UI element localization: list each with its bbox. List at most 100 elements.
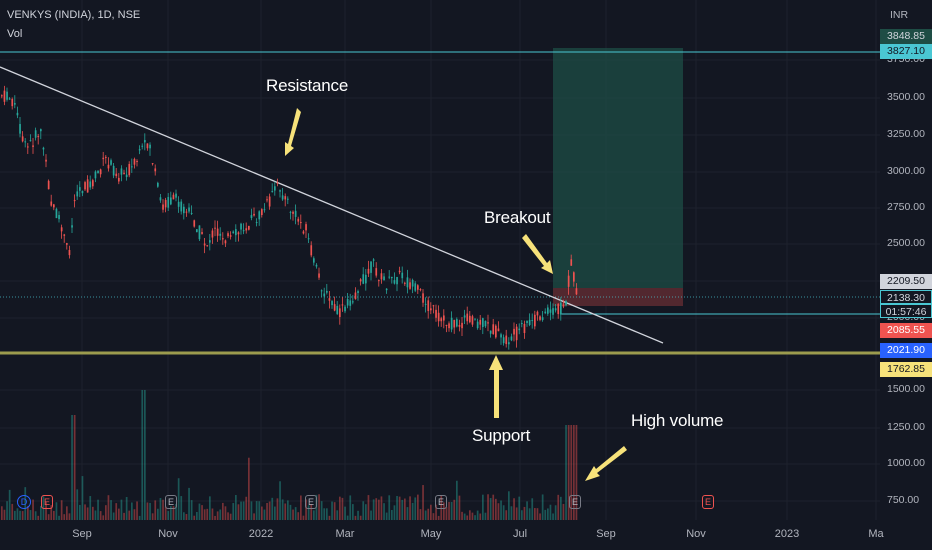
candle-body xyxy=(302,231,305,234)
volume-bar xyxy=(89,496,92,520)
candle-body xyxy=(567,275,570,287)
candle-body xyxy=(331,301,333,306)
candle-body xyxy=(136,160,138,162)
candle-body xyxy=(391,276,393,279)
volume-bar xyxy=(146,502,149,520)
volume-label: Vol xyxy=(7,28,23,40)
candle-body xyxy=(255,222,258,224)
candle-body xyxy=(557,303,560,315)
volume-bar xyxy=(219,509,222,520)
candle-body xyxy=(305,224,307,231)
candle-body xyxy=(539,316,541,320)
volume-bar xyxy=(47,514,50,520)
candle-body xyxy=(180,201,183,212)
candle-body xyxy=(307,238,310,240)
volume-bar xyxy=(1,506,3,520)
volume-bar xyxy=(86,507,89,520)
volume-bar xyxy=(125,496,128,520)
candle-body xyxy=(326,290,328,293)
candle-body xyxy=(1,95,3,97)
candle-body xyxy=(11,98,14,107)
candle-body xyxy=(424,303,427,305)
candle-body xyxy=(149,144,151,149)
candle-body xyxy=(320,290,323,292)
volume-bar xyxy=(136,501,138,520)
volume-bar xyxy=(502,505,505,520)
volume-bar xyxy=(385,512,388,520)
candle-body xyxy=(300,222,302,224)
volume-bar xyxy=(29,510,32,520)
candle-body xyxy=(344,306,346,312)
time-tick-label: May xyxy=(420,528,442,540)
candle-body xyxy=(534,314,536,327)
volume-bar xyxy=(289,504,292,520)
candle-body xyxy=(172,194,175,200)
volume-bar xyxy=(154,500,157,520)
candle-body xyxy=(341,304,344,306)
candle-body xyxy=(198,225,201,240)
volume-bar xyxy=(281,499,284,520)
volume-bar xyxy=(227,512,229,520)
volume-bar xyxy=(359,515,362,520)
candle-body xyxy=(92,180,94,187)
volume-bar xyxy=(367,495,370,520)
volume-bar xyxy=(414,497,417,520)
candle-body xyxy=(440,318,443,322)
price-tick-label: 3250.00 xyxy=(887,128,925,140)
volume-bar xyxy=(214,515,216,520)
candle-body xyxy=(63,234,66,236)
price-tick-label: 1000.00 xyxy=(887,457,925,469)
volume-bar xyxy=(562,503,565,520)
volume-bar xyxy=(188,487,190,520)
volume-bar xyxy=(487,494,489,520)
volume-bar xyxy=(302,515,305,520)
candle-body xyxy=(242,230,245,232)
earnings-event-icon[interactable]: E xyxy=(569,495,581,509)
candle-body xyxy=(541,317,544,321)
candle-body xyxy=(474,318,476,320)
earnings-event-icon[interactable]: E xyxy=(702,495,714,509)
volume-bar xyxy=(513,498,515,520)
earnings-event-icon[interactable]: E xyxy=(305,495,317,509)
volume-bar xyxy=(206,508,209,520)
earnings-event-icon[interactable]: E xyxy=(165,495,177,509)
time-tick-label: Ma xyxy=(868,528,884,540)
volume-bar xyxy=(370,510,372,520)
candle-body xyxy=(14,103,16,105)
candle-body xyxy=(544,311,547,314)
earnings-event-icon[interactable]: E xyxy=(435,495,447,509)
candle-body xyxy=(476,321,479,329)
candle-body xyxy=(53,204,55,208)
candle-body xyxy=(487,322,489,324)
volume-bar xyxy=(53,510,55,520)
candle-body xyxy=(552,308,554,315)
target-zone xyxy=(553,48,683,288)
candle-body xyxy=(162,204,164,210)
volume-bar xyxy=(79,504,81,520)
time-tick-label: Nov xyxy=(686,528,706,540)
price-tick-label: 3000.00 xyxy=(887,165,925,177)
volume-bar xyxy=(453,499,456,520)
candle-body xyxy=(437,312,440,322)
price-tick-label: 2750.00 xyxy=(887,201,925,213)
dividend-event-icon[interactable]: D xyxy=(17,495,31,509)
candle-body xyxy=(443,315,445,321)
volume-bar xyxy=(34,511,37,520)
volume-bar xyxy=(245,496,248,520)
candle-body xyxy=(266,199,268,201)
candle-body xyxy=(60,227,63,232)
candle-body xyxy=(297,218,300,222)
candle-body xyxy=(55,208,58,219)
volume-bar xyxy=(398,496,401,520)
candle-body xyxy=(253,213,255,216)
candle-body xyxy=(573,272,575,282)
volume-bar xyxy=(508,491,510,520)
candle-body xyxy=(76,191,79,197)
volume-bar xyxy=(435,504,437,520)
earnings-event-icon[interactable]: E xyxy=(41,495,53,509)
candle-body xyxy=(435,309,437,318)
candle-body xyxy=(157,182,159,187)
price-tick-label: 750.00 xyxy=(887,494,920,506)
